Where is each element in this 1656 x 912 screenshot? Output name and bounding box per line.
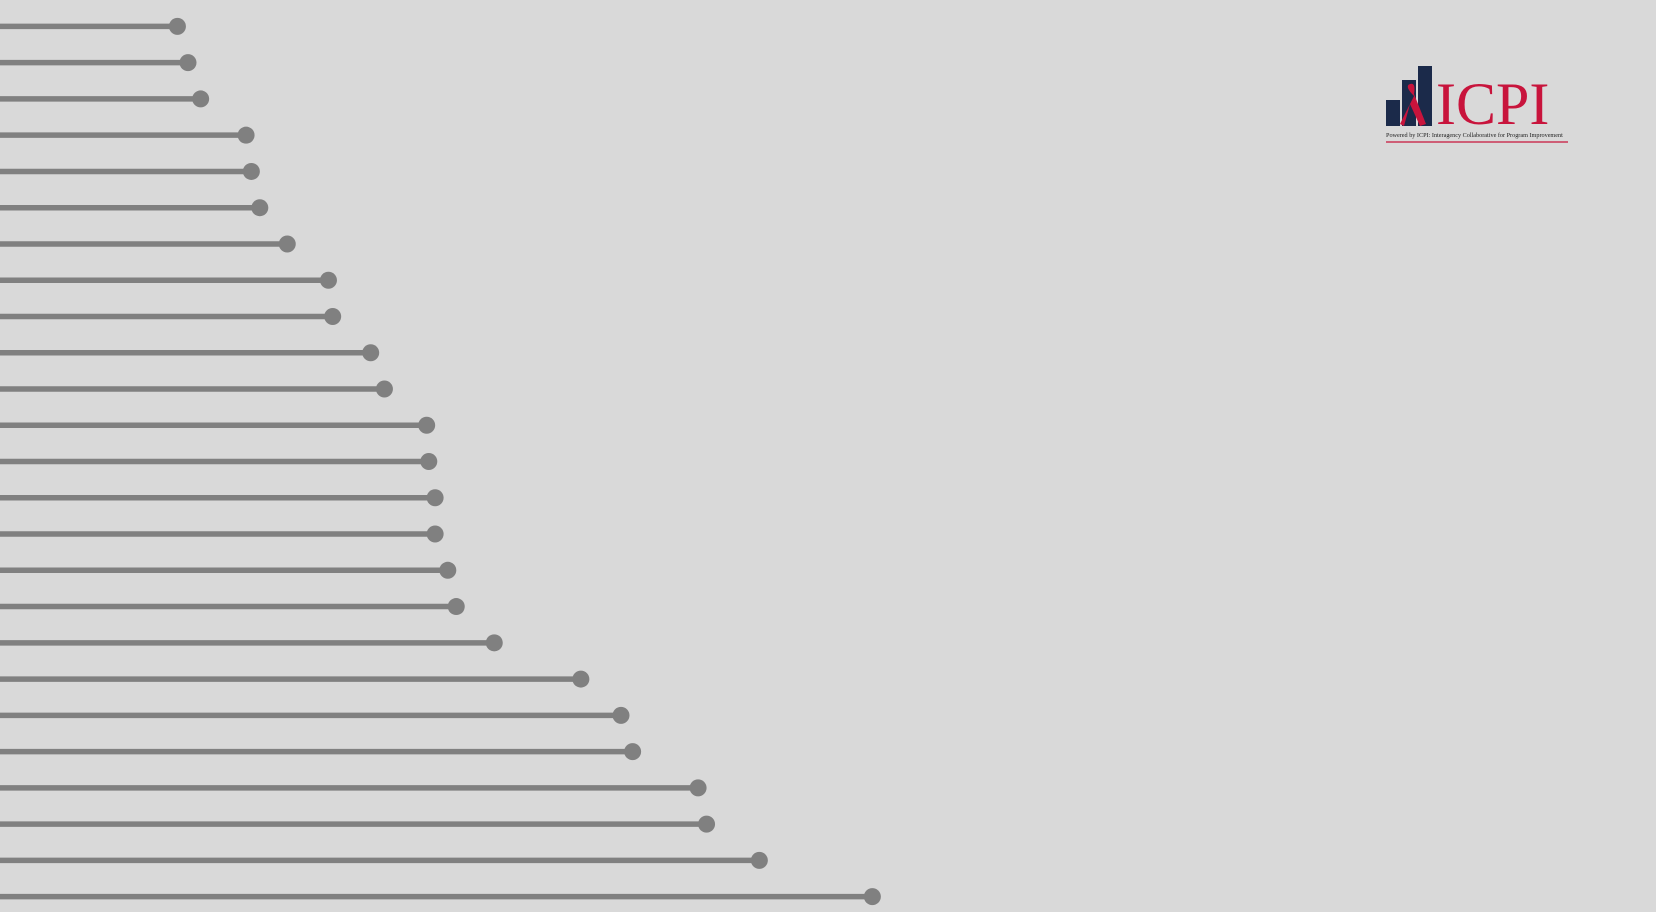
lollipop-dot — [439, 561, 457, 579]
lollipop-dot — [624, 743, 642, 761]
logo-bar — [1418, 66, 1432, 126]
lollipop-dot — [362, 344, 380, 362]
lollipop-dot — [447, 598, 465, 616]
lollipop-dot — [698, 815, 716, 833]
lollipop-dot — [242, 162, 260, 180]
logo-bar — [1386, 100, 1400, 126]
lollipop-dot — [319, 271, 337, 289]
lollipop-dot — [426, 489, 444, 507]
lollipop-dot — [278, 235, 296, 253]
lollipop-dot — [612, 706, 630, 724]
lollipop-dot — [418, 416, 436, 434]
lollipop-dot — [485, 634, 503, 652]
lollipop-dot — [179, 54, 197, 72]
lollipop-dot — [750, 851, 768, 869]
lollipop-dot — [689, 779, 707, 797]
lollipop-dot — [375, 380, 393, 398]
logo-name: ICPI — [1436, 71, 1549, 137]
logo-tagline: Powered by ICPI: Interagency Collaborati… — [1386, 132, 1563, 139]
logo: ICPI Powered by ICPI: Interagency Collab… — [1386, 66, 1568, 143]
lollipop-dot — [420, 453, 438, 471]
lollipop-dot — [572, 670, 590, 688]
lollipop-dot — [324, 307, 342, 325]
lollipop-dot — [251, 199, 269, 217]
lollipop-dot — [168, 17, 186, 35]
lollipop-dot — [426, 525, 444, 543]
logo-ribbon — [1400, 83, 1426, 126]
lollipop-dot — [192, 90, 210, 108]
lollipop-dot — [237, 126, 255, 144]
lollipop-dot — [863, 888, 881, 906]
